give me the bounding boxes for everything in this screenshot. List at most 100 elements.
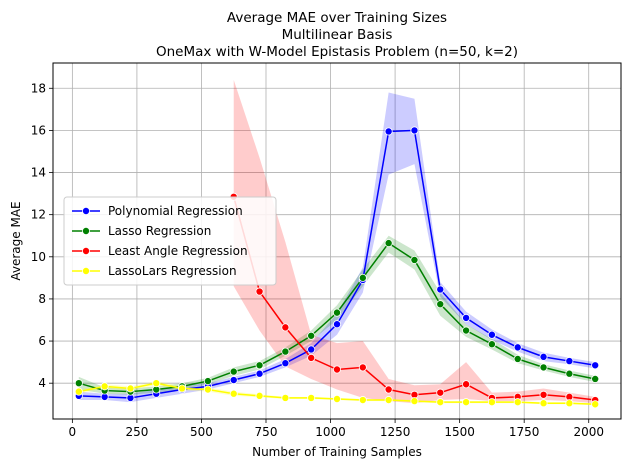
x-tick-label: 500 <box>190 425 213 439</box>
lasso-regression-point <box>539 363 548 372</box>
lassolars-regression-point <box>591 400 600 409</box>
lassolars-regression-point <box>487 398 496 407</box>
lasso-regression-point <box>410 255 419 264</box>
lassolars-regression-point <box>229 389 238 398</box>
legend-entry-lasso-regression: Lasso Regression <box>72 224 211 238</box>
legend: Polynomial Regression Lasso Regression Lea… <box>63 196 277 286</box>
polynomial-regression-point <box>384 127 393 136</box>
y-axis-ticks: 4 6 8 10 12 14 16 18 <box>31 81 53 390</box>
y-tick-label: 8 <box>38 292 46 306</box>
lasso-regression-point <box>203 377 212 386</box>
title-line-3: OneMax with W-Model Epistasis Problem (n… <box>156 44 518 60</box>
lassolars-regression-point <box>384 396 393 405</box>
polynomial-regression-point <box>513 343 522 352</box>
lassolars-regression-point <box>74 387 83 396</box>
y-tick-label: 6 <box>38 334 46 348</box>
polynomial-regression-point <box>591 361 600 370</box>
lassolars-regression-point <box>126 384 135 393</box>
lassolars-regression-point <box>178 384 187 393</box>
chart-title: Average MAE over Training SizesMultiline… <box>156 10 518 60</box>
y-axis-label: Average MAE <box>9 201 23 280</box>
polynomial-regression-point <box>255 369 264 378</box>
polynomial-regression-point <box>565 357 574 366</box>
y-tick-label: 16 <box>31 123 46 137</box>
least-angle-regression-point <box>307 353 316 362</box>
lassolars-regression-point <box>255 391 264 400</box>
lassolars-regression-point <box>152 379 161 388</box>
lassolars-regression-point <box>410 397 419 406</box>
lassolars-regression-point <box>203 385 212 394</box>
legend-label: Polynomial Regression <box>108 204 243 218</box>
legend-entry-polynomial-regression: Polynomial Regression <box>72 204 243 218</box>
least-angle-regression-point <box>255 287 264 296</box>
polynomial-regression-point <box>487 330 496 339</box>
legend-label: LassoLars Regression <box>108 264 237 278</box>
lasso-regression-point <box>487 340 496 349</box>
legend-swatch-marker <box>82 226 91 235</box>
x-tick-label: 250 <box>125 425 148 439</box>
least-angle-regression-point <box>462 380 471 389</box>
lasso-regression-point <box>358 273 367 282</box>
y-tick-label: 12 <box>31 208 46 222</box>
lassolars-regression-point <box>513 398 522 407</box>
x-axis-ticks: 0 250 500 750 1000 1250 1500 1750 2000 <box>69 419 604 439</box>
polynomial-regression-point <box>281 359 290 368</box>
legend-entry-lassolars-regression: LassoLars Regression <box>72 264 237 278</box>
x-tick-label: 1500 <box>444 425 475 439</box>
legend-box <box>63 196 277 286</box>
polynomial-regression-point <box>539 352 548 361</box>
least-angle-regression-point <box>436 388 445 397</box>
lasso-regression-point <box>384 239 393 248</box>
polynomial-regression-point <box>410 126 419 135</box>
y-tick-label: 10 <box>31 250 46 264</box>
least-angle-regression-point <box>384 385 393 394</box>
lasso-regression-point <box>565 369 574 378</box>
lasso-regression-point <box>436 300 445 309</box>
lassolars-regression-point <box>539 399 548 408</box>
title-line-1: Average MAE over Training Sizes <box>227 10 447 26</box>
lassolars-regression-point <box>307 393 316 402</box>
y-tick-label: 14 <box>31 166 46 180</box>
least-angle-regression-point <box>332 365 341 374</box>
plot-frame <box>52 62 622 420</box>
lasso-regression-point <box>281 347 290 356</box>
lasso-regression-point <box>513 354 522 363</box>
x-tick-label: 750 <box>255 425 278 439</box>
legend-swatch-marker <box>82 266 91 275</box>
lassolars-regression-point <box>436 398 445 407</box>
x-tick-label: 1250 <box>380 425 411 439</box>
polynomial-regression-point <box>436 285 445 294</box>
lassolars-regression-point <box>100 382 109 391</box>
lasso-regression-point <box>591 374 600 383</box>
lasso-regression-point <box>332 308 341 317</box>
legend-label: Lasso Regression <box>108 224 211 238</box>
lasso-regression-point <box>74 379 83 388</box>
polynomial-regression-point <box>307 345 316 354</box>
legend-label: Least Angle Regression <box>108 244 248 258</box>
lassolars-regression-point <box>358 396 367 405</box>
least-angle-regression-point <box>358 363 367 372</box>
lassolars-regression-point <box>281 393 290 402</box>
polynomial-regression-point <box>332 320 341 329</box>
lassolars-regression-point <box>565 399 574 408</box>
x-tick-label: 0 <box>69 425 77 439</box>
lassolars-regression-point <box>332 394 341 403</box>
least-angle-regression-point <box>539 390 548 399</box>
least-angle-regression-point <box>281 323 290 332</box>
lasso-regression-point <box>462 326 471 335</box>
x-tick-label: 1750 <box>509 425 540 439</box>
polynomial-regression-point <box>462 313 471 322</box>
x-axis-label: Number of Training Samples <box>252 445 422 459</box>
lassolars-regression-point <box>462 398 471 407</box>
grid <box>53 63 621 419</box>
title-line-2: Multilinear Basis <box>282 27 393 43</box>
legend-entry-least-angle-regression: Least Angle Regression <box>72 244 248 258</box>
polynomial-regression-point <box>229 376 238 385</box>
x-tick-label: 2000 <box>573 425 604 439</box>
lasso-regression-point <box>229 367 238 376</box>
legend-swatch-marker <box>82 206 91 215</box>
y-tick-label: 18 <box>31 81 46 95</box>
legend-swatch-marker <box>82 246 91 255</box>
lasso-regression-point <box>255 361 264 370</box>
